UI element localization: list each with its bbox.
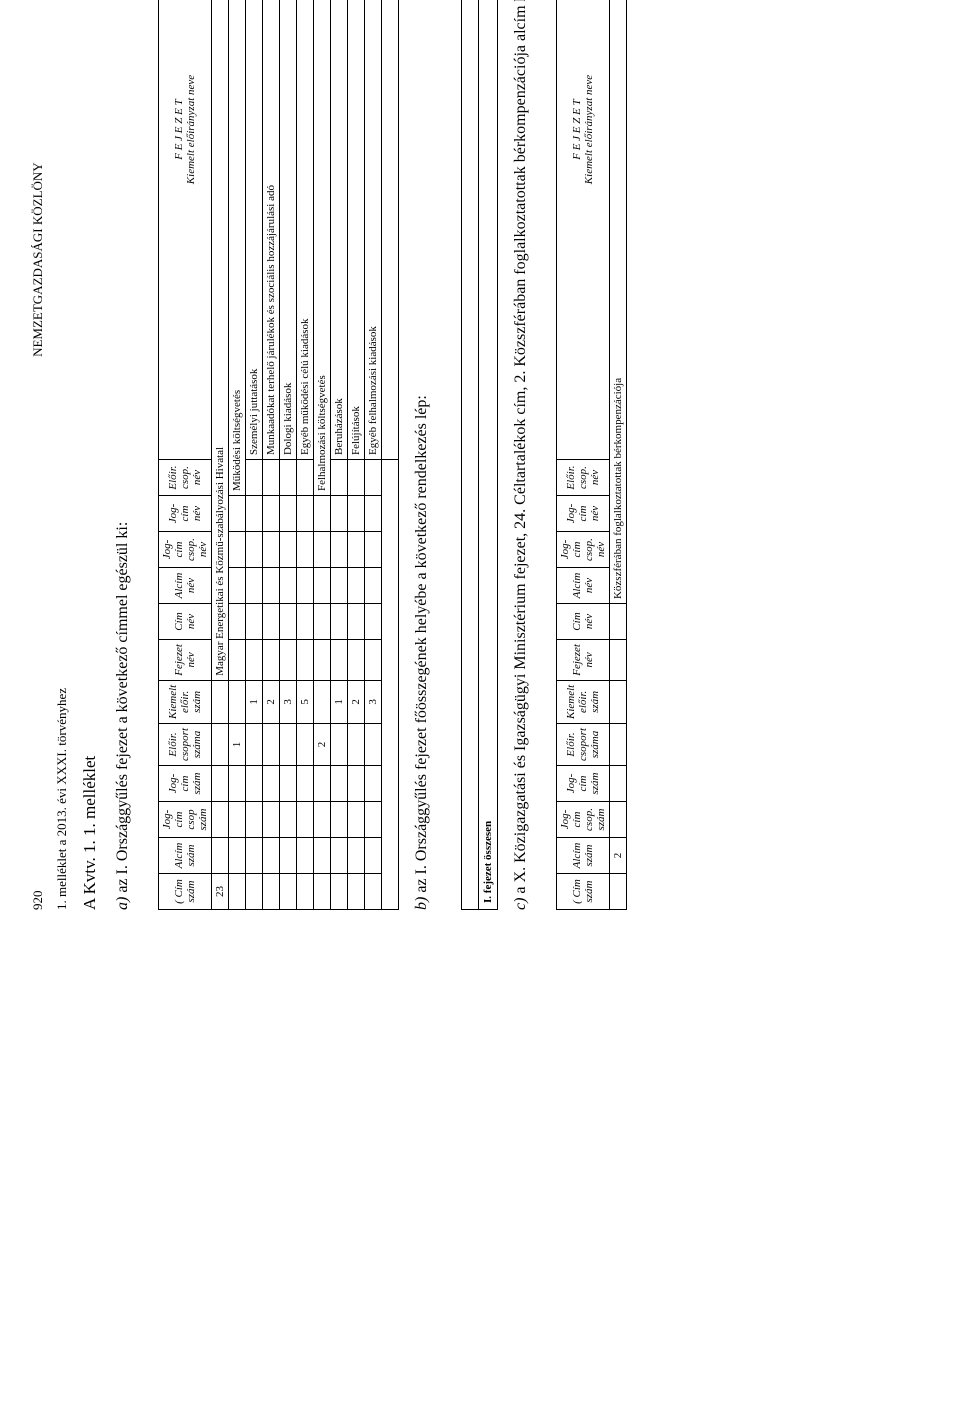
col-fejezet-label: F E J E Z E T — [173, 0, 185, 455]
page-number-left: 920 — [30, 891, 46, 911]
table-row: 3 Dologi kiadások 3 094,2 — [280, 0, 297, 910]
table-row: 5 Egyéb működési célú kiadások 15,0 — [297, 0, 314, 910]
cell-eloir: 1 — [229, 724, 246, 766]
col-alcim-szam-c: Alcím szám — [557, 838, 610, 874]
section-b-text: az I. Országgyűlés fejezet főösszegének … — [413, 395, 430, 893]
section-c-heading: c) a X. Közigazgatási és Igazságügyi Min… — [512, 0, 530, 910]
cell-label: Egyéb felhalmozási kiadások — [365, 0, 382, 460]
cell-kiem: 2 — [348, 680, 365, 723]
col-jogcim-csop-nev: Jog- cím csop. név — [159, 532, 212, 568]
col-eloir-csop-nev-c: Előir. csop. név — [557, 460, 610, 496]
col-fejezet-kiemelt-c: F E J E Z E T Kiemelt előirányzat neve — [557, 0, 610, 460]
table-a-superheader: 2013. évi előirányzat — [140, 0, 156, 910]
cell-label: Munkaadókat terhelő járulékok és szociál… — [263, 0, 280, 460]
col-jogcim-szam: Jog- cím szám — [159, 766, 212, 802]
attachment-note: 1. melléklet a 2013. évi XXXI. törvényhe… — [54, 0, 70, 910]
cell-kiem: 3 — [280, 680, 297, 723]
col-cim-szam-c: ( Cím szám — [557, 874, 610, 910]
section-c: c) a X. Közigazgatási és Igazságügyi Min… — [512, 0, 627, 910]
col-cim-nev: Cím név — [159, 604, 212, 640]
col-cim-nev-c: Cím név — [557, 604, 610, 640]
col-jogcim-nev-c: Jog- cím név — [557, 496, 610, 532]
cell-label: Dologi kiadások — [280, 0, 297, 460]
cell-kiem: 3 — [365, 680, 382, 723]
col-alcim-szam: Alcím szám — [159, 838, 212, 874]
col-jogcim-csop-szam: Jog- cím csop szám — [159, 802, 212, 838]
cell-kiem: 1 — [246, 680, 263, 723]
col-fejezet-label-c: F E J E Z E T — [571, 0, 583, 455]
col-kiemelt-label-c: Kiemelt előirányzat neve — [583, 0, 595, 455]
cell-label-b: I. fejezet összesen — [479, 0, 498, 910]
cell-alcim-c: 2 — [610, 838, 627, 874]
lead-b: b) — [413, 897, 430, 910]
col-eloir-csop-szama: Előir. csoport száma — [159, 724, 212, 766]
section-a-heading: a) az I. Országgyűlés fejezet a következ… — [114, 0, 132, 910]
cell-label: Magyar Energetikai és Közmű-szabályozási… — [212, 0, 229, 680]
table-row: 3 Egyéb felhalmozási kiadások 6,0 — [365, 0, 382, 910]
table-b-superheader: (2013. évi előirányzat — [439, 0, 455, 910]
col-eloir-csop-nev: Előir. csop. név — [159, 460, 212, 496]
running-header: 920 NEMZETGAZDASÁGI KÖZLÖNY 5. szám — [30, 0, 46, 910]
cell-label-c: Közszférában foglalkoztatottak bérkompen… — [610, 0, 627, 604]
section-a-text: az I. Országgyűlés fejezet a következő c… — [114, 522, 131, 893]
table-c: ( Cím szám Alcím szám Jog- cím csop. szá… — [556, 0, 627, 910]
section-b: b) az I. Országgyűlés fejezet főösszegén… — [413, 0, 498, 910]
cell-kiem: 1 — [331, 680, 348, 723]
cell-label: Felhalmozási költségvetés — [314, 0, 331, 496]
cell-cim: 23 — [212, 874, 229, 910]
table-row: 23 Magyar Energetikai és Közmű-szabályoz… — [212, 0, 229, 910]
cell-kiem: 2 — [263, 680, 280, 723]
col-jogcim-szam-c: Jog- cím szám — [557, 766, 610, 802]
col-kiemelt-eloir-szam-c: Kiemelt előir. szám — [557, 680, 610, 723]
cell-kiem: 5 — [297, 680, 314, 723]
table-row: 2 Munkaadókat terhelő járulékok és szoci… — [263, 0, 280, 910]
section-c-text: a X. Közigazgatási és Igazságügyi Minisz… — [512, 0, 529, 894]
table-b-row: I. fejezet összesen 123 749,0 15 864,5 3… — [479, 0, 498, 910]
col-jogcim-csop-nev-c: Jog- cím csop. név — [557, 532, 610, 568]
table-c-header-row: ( Cím szám Alcím szám Jog- cím csop. szá… — [557, 0, 610, 910]
table-row: 2 Felhalmozási költségvetés 2,5 — [314, 0, 331, 910]
table-a-header-row: ( Cím szám Alcím szám Jog- cím csop szám… — [159, 0, 212, 910]
cell-label: Egyéb működési célú kiadások — [297, 0, 314, 460]
table-b-header-row: Kiadás Bevétel Támogatás) — [462, 0, 479, 910]
col-jogcim-csop-szam-c: Jog- cím csop. szám — [557, 802, 610, 838]
main-title: A Kvtv. 1. 1. melléklet — [80, 0, 100, 910]
col-kiemelt-label: Kiemelt előirányzat neve — [185, 0, 197, 455]
cell-label: Működési költségvetés — [229, 0, 246, 496]
col-cim-szam: ( Cím szám — [159, 874, 212, 910]
table-row: 2 Felújítások 2,0 — [348, 0, 365, 910]
cell-label: Személyi juttatások — [246, 0, 263, 460]
table-a: ( Cím szám Alcím szám Jog- cím csop szám… — [158, 0, 399, 910]
page: 920 NEMZETGAZDASÁGI KÖZLÖNY 5. szám 1. m… — [0, 0, 960, 960]
table-c-row: 2 Közszférában foglalkoztatottak bérkomp… — [610, 0, 627, 910]
table-row: 1 Beruházások 15,0 — [331, 0, 348, 910]
table-b: Kiadás Bevétel Támogatás) I. fejezet öss… — [461, 0, 498, 910]
table-row: 1 Működési költségvetés — [229, 0, 246, 910]
col-fejezet-nev-c: Fejezet név — [557, 640, 610, 681]
col-fejezet-nev: Fejezet név — [159, 640, 212, 681]
table-c-superheader: 2013. évi előirányzat — [538, 0, 554, 910]
lead-c: c) — [512, 898, 529, 910]
cell-label: Beruházások — [331, 0, 348, 460]
col-kiemelt-eloir-szam: Kiemelt előir. szám — [159, 680, 212, 723]
col-eloir-csop-szama-c: Előir. csoport száma — [557, 724, 610, 766]
col-alcim-nev: Alcím név — [159, 568, 212, 604]
cell-eloir: 2 — [314, 724, 331, 766]
section-b-heading: b) az I. Országgyűlés fejezet főösszegén… — [413, 0, 431, 910]
journal-title: NEMZETGAZDASÁGI KÖZLÖNY — [30, 162, 46, 357]
cell-label: Felújítások — [348, 0, 365, 460]
col-alcim-nev-c: Alcím név — [557, 568, 610, 604]
cell-sum-label: 23. cím összesen — [382, 0, 399, 460]
lead-a: a) — [114, 897, 131, 910]
section-a: a) az I. Országgyűlés fejezet a következ… — [114, 0, 399, 910]
col-jogcim-nev: Jog- cím név — [159, 496, 212, 532]
table-row: 1 Személyi juttatások 1 275,4 — [246, 0, 263, 910]
col-fejezet-kiemelt: F E J E Z E T Kiemelt előirányzat neve — [159, 0, 212, 460]
table-row-sum: 23. cím összesen 4 734,5 4 734,5 — [382, 0, 399, 910]
